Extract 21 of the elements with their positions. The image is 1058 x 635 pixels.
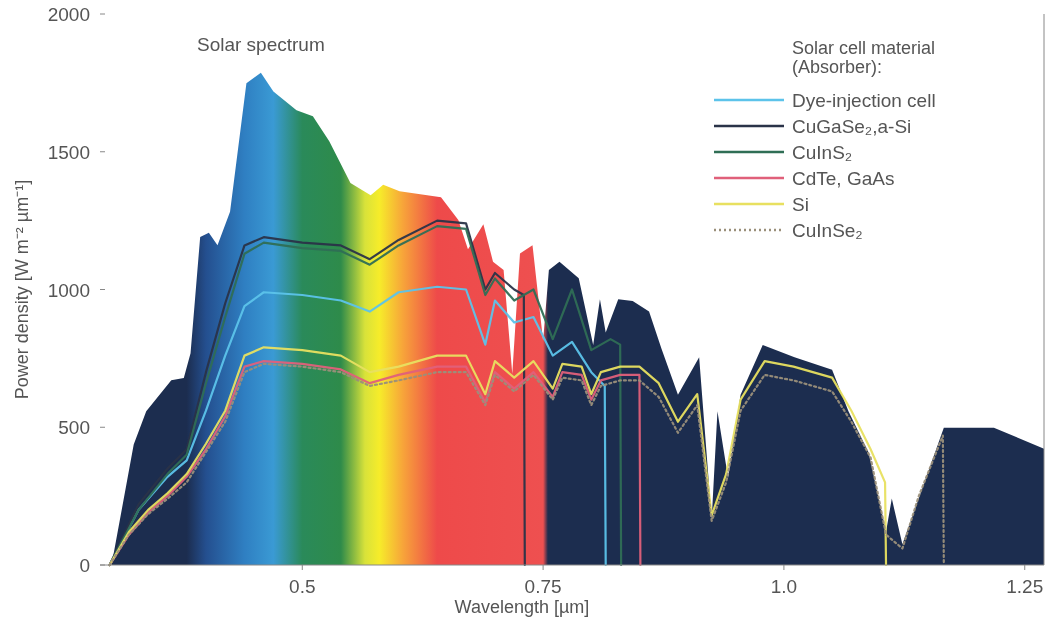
y-tick-label: 0 — [79, 555, 90, 576]
y-tick-label: 1000 — [47, 279, 90, 301]
x-tick-label: 0.75 — [524, 576, 562, 597]
legend-title: Solar cell material (Absorber): — [792, 38, 936, 77]
y-axis-title: Power density [W m⁻² µm⁻¹] — [12, 179, 32, 400]
x-tick-label: 1.0 — [770, 576, 798, 597]
x-axis-title: Wavelength [µm] — [454, 597, 590, 617]
x-tick-label: 1.25 — [1006, 576, 1044, 597]
series-label: Solar spectrum — [196, 33, 325, 55]
line-series — [108, 219, 526, 567]
x-tick-label: 0.5 — [289, 576, 316, 597]
y-tick-label: 1500 — [47, 141, 90, 163]
y-tick-label: 500 — [58, 417, 90, 439]
legend-label: CdTe, GaAs — [792, 168, 895, 189]
legend-label: Dye-injection cell — [792, 90, 936, 111]
line-series — [108, 225, 623, 567]
y-tick-label: 2000 — [47, 4, 90, 25]
legend-label: CuInSe₂ — [792, 220, 863, 241]
legend-label: CuInS₂ — [792, 142, 853, 163]
legend-label: CuGaSe₂,a-Si — [792, 116, 912, 137]
legend-label: Si — [792, 194, 809, 215]
